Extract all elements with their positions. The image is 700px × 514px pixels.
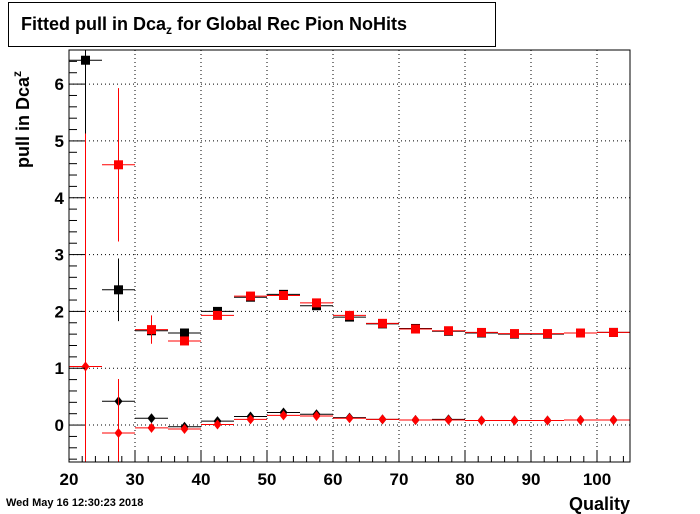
x-tick-label: 70 bbox=[390, 470, 409, 489]
x-tick-label: 40 bbox=[192, 470, 211, 489]
data-point-diamond bbox=[180, 424, 189, 435]
data-point-diamond bbox=[609, 414, 618, 425]
data-point-square bbox=[180, 328, 189, 338]
x-axis-label: Quality bbox=[569, 494, 630, 514]
data-point-square bbox=[180, 336, 189, 346]
x-tick-label: 30 bbox=[126, 470, 145, 489]
data-point-diamond bbox=[510, 415, 519, 426]
plot-frame bbox=[68, 49, 631, 463]
data-point-diamond bbox=[543, 415, 552, 426]
data-point-square bbox=[279, 290, 288, 300]
data-point-square bbox=[114, 160, 123, 170]
series-3 bbox=[69, 133, 630, 462]
data-point-diamond bbox=[312, 410, 321, 421]
data-point-diamond bbox=[147, 413, 156, 424]
data-point-square bbox=[81, 55, 90, 65]
data-point-square bbox=[576, 328, 585, 338]
grid-lines bbox=[69, 50, 630, 462]
datestamp: Wed May 16 12:30:23 2018 bbox=[6, 497, 144, 509]
y-axis-label-subscript: z bbox=[10, 71, 24, 77]
axes: 20 30 40 50 60 70 80 90 100 0 1 2 3 4 5 6 bbox=[55, 60, 624, 489]
y-tick-label: 4 bbox=[55, 189, 65, 208]
y-tick-label: 2 bbox=[55, 302, 64, 321]
y-tick-label: 0 bbox=[55, 416, 64, 435]
data-point-square bbox=[510, 329, 519, 339]
data-point-square bbox=[477, 327, 486, 337]
x-tick-label: 80 bbox=[456, 470, 475, 489]
data-point-diamond bbox=[81, 361, 90, 372]
data-point-diamond bbox=[444, 414, 453, 425]
data-point-diamond bbox=[378, 414, 387, 425]
data-point-square bbox=[312, 298, 321, 308]
chart-title-subscript: z bbox=[166, 23, 173, 37]
x-tick-label: 100 bbox=[583, 470, 611, 489]
data-marks bbox=[69, 50, 630, 462]
y-tick-label: 1 bbox=[55, 359, 64, 378]
data-point-diamond bbox=[279, 410, 288, 421]
series-0 bbox=[69, 50, 630, 402]
data-point-diamond bbox=[477, 415, 486, 426]
data-point-square bbox=[246, 291, 255, 301]
data-point-square bbox=[444, 326, 453, 336]
x-tick-label: 90 bbox=[522, 470, 541, 489]
y-tick-label: 6 bbox=[55, 75, 64, 94]
data-point-square bbox=[114, 285, 123, 295]
series-1 bbox=[102, 88, 630, 346]
data-point-square bbox=[213, 310, 222, 320]
data-point-square bbox=[147, 325, 156, 335]
data-point-diamond bbox=[147, 422, 156, 433]
data-point-diamond bbox=[576, 414, 585, 425]
title-box: Fitted pull in Dcaz for Global Rec Pion … bbox=[8, 2, 496, 47]
x-tick-label: 50 bbox=[258, 470, 277, 489]
data-point-diamond bbox=[411, 414, 420, 425]
y-tick-label: 3 bbox=[55, 246, 64, 265]
y-axis-label: pull in Dcaz bbox=[10, 71, 33, 168]
data-point-diamond bbox=[345, 413, 354, 424]
data-point-square bbox=[543, 329, 552, 339]
x-tick-label: 20 bbox=[60, 470, 79, 489]
chart-title: Fitted pull in Dcaz for Global Rec Pion … bbox=[21, 14, 408, 37]
data-point-square bbox=[609, 327, 618, 337]
data-point-diamond bbox=[213, 419, 222, 430]
data-point-diamond bbox=[114, 428, 123, 439]
data-point-square bbox=[345, 310, 354, 320]
data-point-square bbox=[378, 318, 387, 328]
x-tick-label: 60 bbox=[324, 470, 343, 489]
data-point-square bbox=[411, 324, 420, 334]
y-tick-label: 5 bbox=[55, 132, 64, 151]
data-point-diamond bbox=[246, 414, 255, 425]
